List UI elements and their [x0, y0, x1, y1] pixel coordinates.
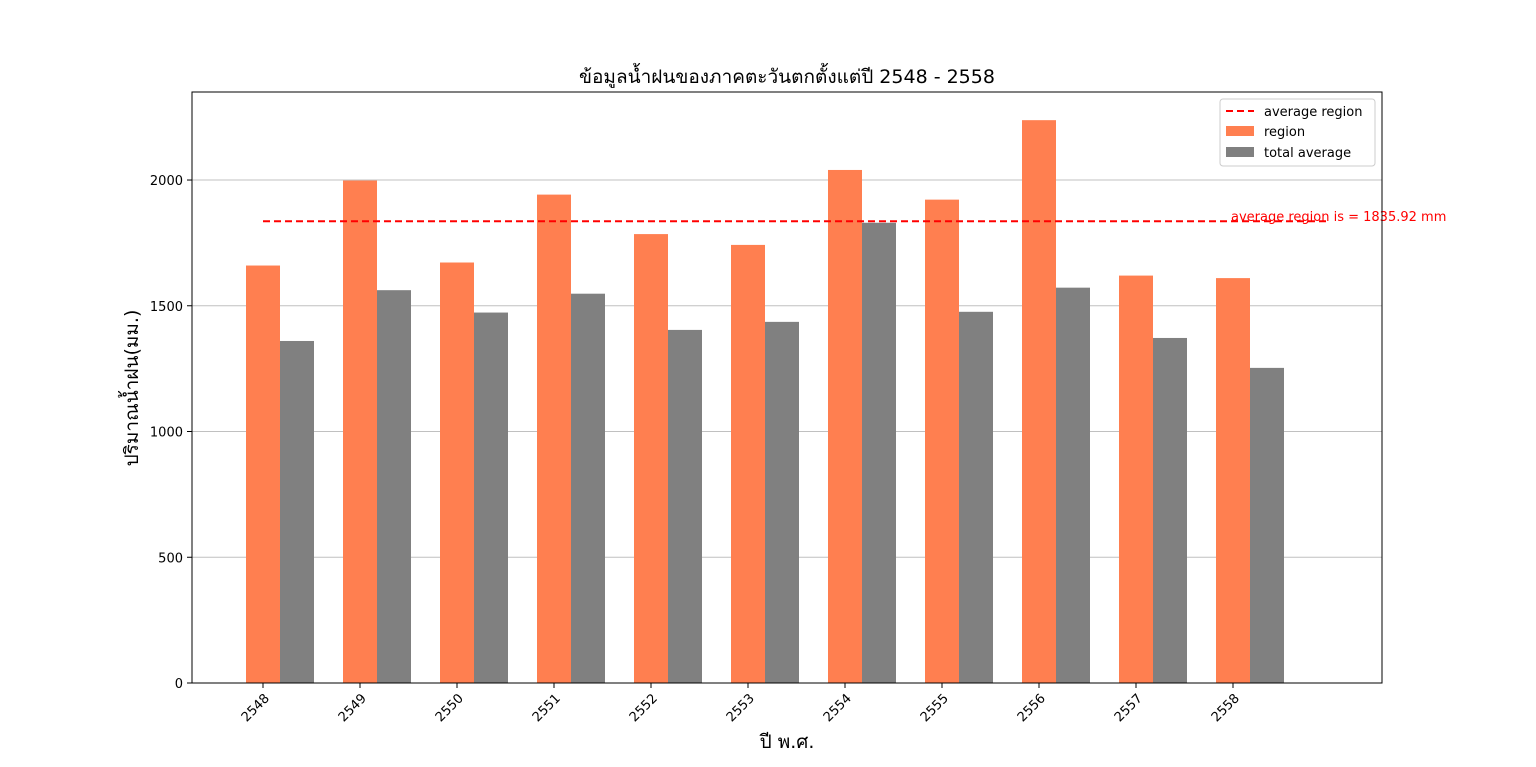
bar-region-2558	[1216, 278, 1250, 683]
legend-label-average-region: average region	[1264, 105, 1362, 120]
bar-region-2548	[246, 265, 280, 683]
plot-frame	[191, 91, 1383, 684]
bar-total-average-2549	[377, 290, 411, 683]
legend-box	[1219, 98, 1376, 167]
bar-region-2552	[634, 234, 668, 683]
y-tick-label: 1000	[150, 426, 183, 441]
bar-total-average-2556	[1056, 287, 1090, 683]
bar-region-2556	[1022, 120, 1056, 683]
legend-label-total-average: total average	[1264, 146, 1351, 161]
y-axis-label: ปริมาณน้ำฝน(มม.)	[118, 310, 143, 467]
bar-total-average-2557	[1153, 337, 1187, 683]
bar-region-2550	[440, 262, 474, 683]
bar-total-average-2554	[862, 222, 896, 683]
bar-region-2557	[1119, 275, 1153, 683]
bar-total-average-2558	[1250, 367, 1284, 683]
bar-total-average-2551	[571, 293, 605, 683]
bar-total-average-2553	[765, 321, 799, 683]
average-annotation: average region is = 1835.92 mm	[1231, 210, 1446, 225]
legend-swatch-total-average	[1226, 147, 1254, 157]
y-tick-label: 1500	[150, 300, 183, 315]
y-tick-label: 0	[175, 677, 183, 692]
chart-title: ข้อมูลน้ำฝนของภาคตะวันตกตั้งแต่ปี 2548 -…	[579, 63, 995, 88]
bar-region-2551	[537, 194, 571, 683]
legend-label-region: region	[1264, 125, 1305, 140]
legend-swatch-region	[1226, 126, 1254, 136]
bar-total-average-2548	[280, 340, 314, 683]
y-tick-label: 500	[158, 551, 183, 566]
bar-region-2549	[343, 180, 377, 683]
bar-total-average-2552	[668, 329, 702, 683]
bar-region-2555	[925, 199, 959, 683]
bar-total-average-2555	[959, 311, 993, 683]
x-axis-label: ปี พ.ศ.	[759, 731, 815, 753]
legend: average region region total average	[1219, 98, 1376, 167]
bar-region-2553	[731, 244, 765, 684]
y-tick-label: 2000	[150, 174, 183, 189]
bar-total-average-2550	[474, 312, 508, 683]
bar-region-2554	[828, 169, 862, 684]
y-axis: 0 500 1000 1500 2000	[150, 174, 192, 692]
bars	[246, 120, 1284, 684]
